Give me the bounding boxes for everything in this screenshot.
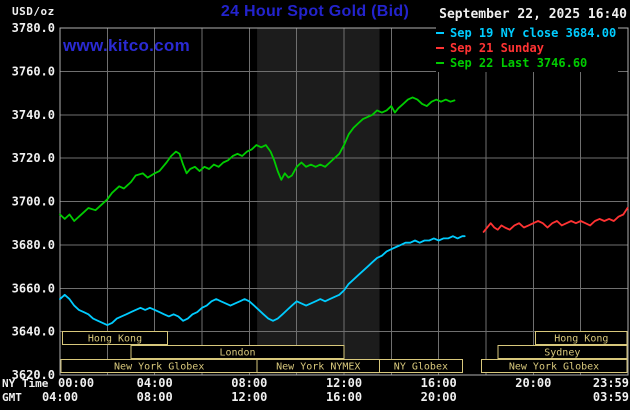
kitco-watermark-link[interactable]: www.kitco.com: [63, 36, 191, 55]
legend-label: Sep 21 Sunday: [450, 41, 544, 55]
session-label: New York Globex: [114, 362, 204, 373]
session-box: [497, 345, 628, 359]
legend-label: Sep 19 NY close 3684.00: [450, 26, 617, 40]
x-tick-label-ny: 23:59: [593, 376, 629, 390]
session-box: [61, 331, 169, 345]
legend-item: Sep 21 Sunday: [436, 41, 616, 55]
chart-title: 24 Hour Spot Gold (Bid): [220, 3, 410, 20]
legend-swatch: [436, 47, 444, 49]
session-label: New York NYMEX: [276, 362, 360, 373]
x-tick-label-gmt: 20:00: [421, 390, 457, 404]
x-tick-label-ny: 12:00: [326, 376, 362, 390]
session-label: Hong Kong: [88, 334, 142, 345]
y-tick-label: 3680.0: [12, 238, 55, 252]
x-tick-label-ny: 08:00: [231, 376, 267, 390]
plot-border: [59, 27, 629, 376]
x-tick-label-gmt: 04:00: [42, 390, 78, 404]
x-tick-label-ny: 16:00: [421, 376, 457, 390]
session-label: NY Globex: [394, 362, 448, 373]
datetime-label: September 22, 2025 16:40: [439, 7, 627, 22]
x-tick-label-ny: 20:00: [515, 376, 551, 390]
ny-time-axis-label: NY Time: [2, 377, 49, 390]
legend-swatch: [436, 62, 444, 64]
y-tick-label: 3660.0: [12, 281, 55, 295]
y-tick-label: 3780.0: [12, 21, 55, 35]
x-tick-label-gmt: 12:00: [231, 390, 267, 404]
x-tick-label-gmt: 03:59: [593, 390, 629, 404]
legend-label: Sep 22 Last 3746.60: [450, 56, 588, 70]
legend-item: Sep 22 Last 3746.60: [436, 56, 616, 70]
y-tick-label: 3740.0: [12, 108, 55, 122]
y-tick-label: 3700.0: [12, 195, 55, 209]
x-tick-label-ny: 04:00: [137, 376, 173, 390]
legend-item: Sep 19 NY close 3684.00: [436, 26, 616, 40]
session-label: Sydney: [544, 348, 580, 359]
session-box: [130, 345, 345, 359]
session-label: New York Globex: [509, 362, 599, 373]
gmt-axis-label: GMT: [2, 391, 22, 404]
y-tick-label: 3620.0: [12, 368, 55, 382]
session-label: Hong Kong: [554, 334, 608, 345]
session-box: [480, 359, 628, 373]
session-box: [379, 359, 463, 373]
legend: Sep 19 NY close 3684.00 Sep 21 Sunday Sep …: [436, 26, 619, 72]
y-tick-label: 3760.0: [12, 64, 55, 78]
x-tick-label-gmt: 16:00: [326, 390, 362, 404]
y-tick-label: 3720.0: [12, 151, 55, 165]
legend-swatch: [436, 32, 444, 34]
y-tick-label: 3640.0: [12, 325, 55, 339]
session-box: [535, 331, 628, 345]
x-tick-label-gmt: 08:00: [137, 390, 173, 404]
series-sep22-last: [59, 96, 456, 222]
series-sep21-sunday: [482, 207, 629, 233]
series-sep19-ny-close: [59, 235, 466, 327]
x-tick-label-ny: 00:00: [58, 376, 94, 390]
unit-label: USD/oz: [12, 5, 55, 18]
session-label: London: [219, 348, 255, 359]
